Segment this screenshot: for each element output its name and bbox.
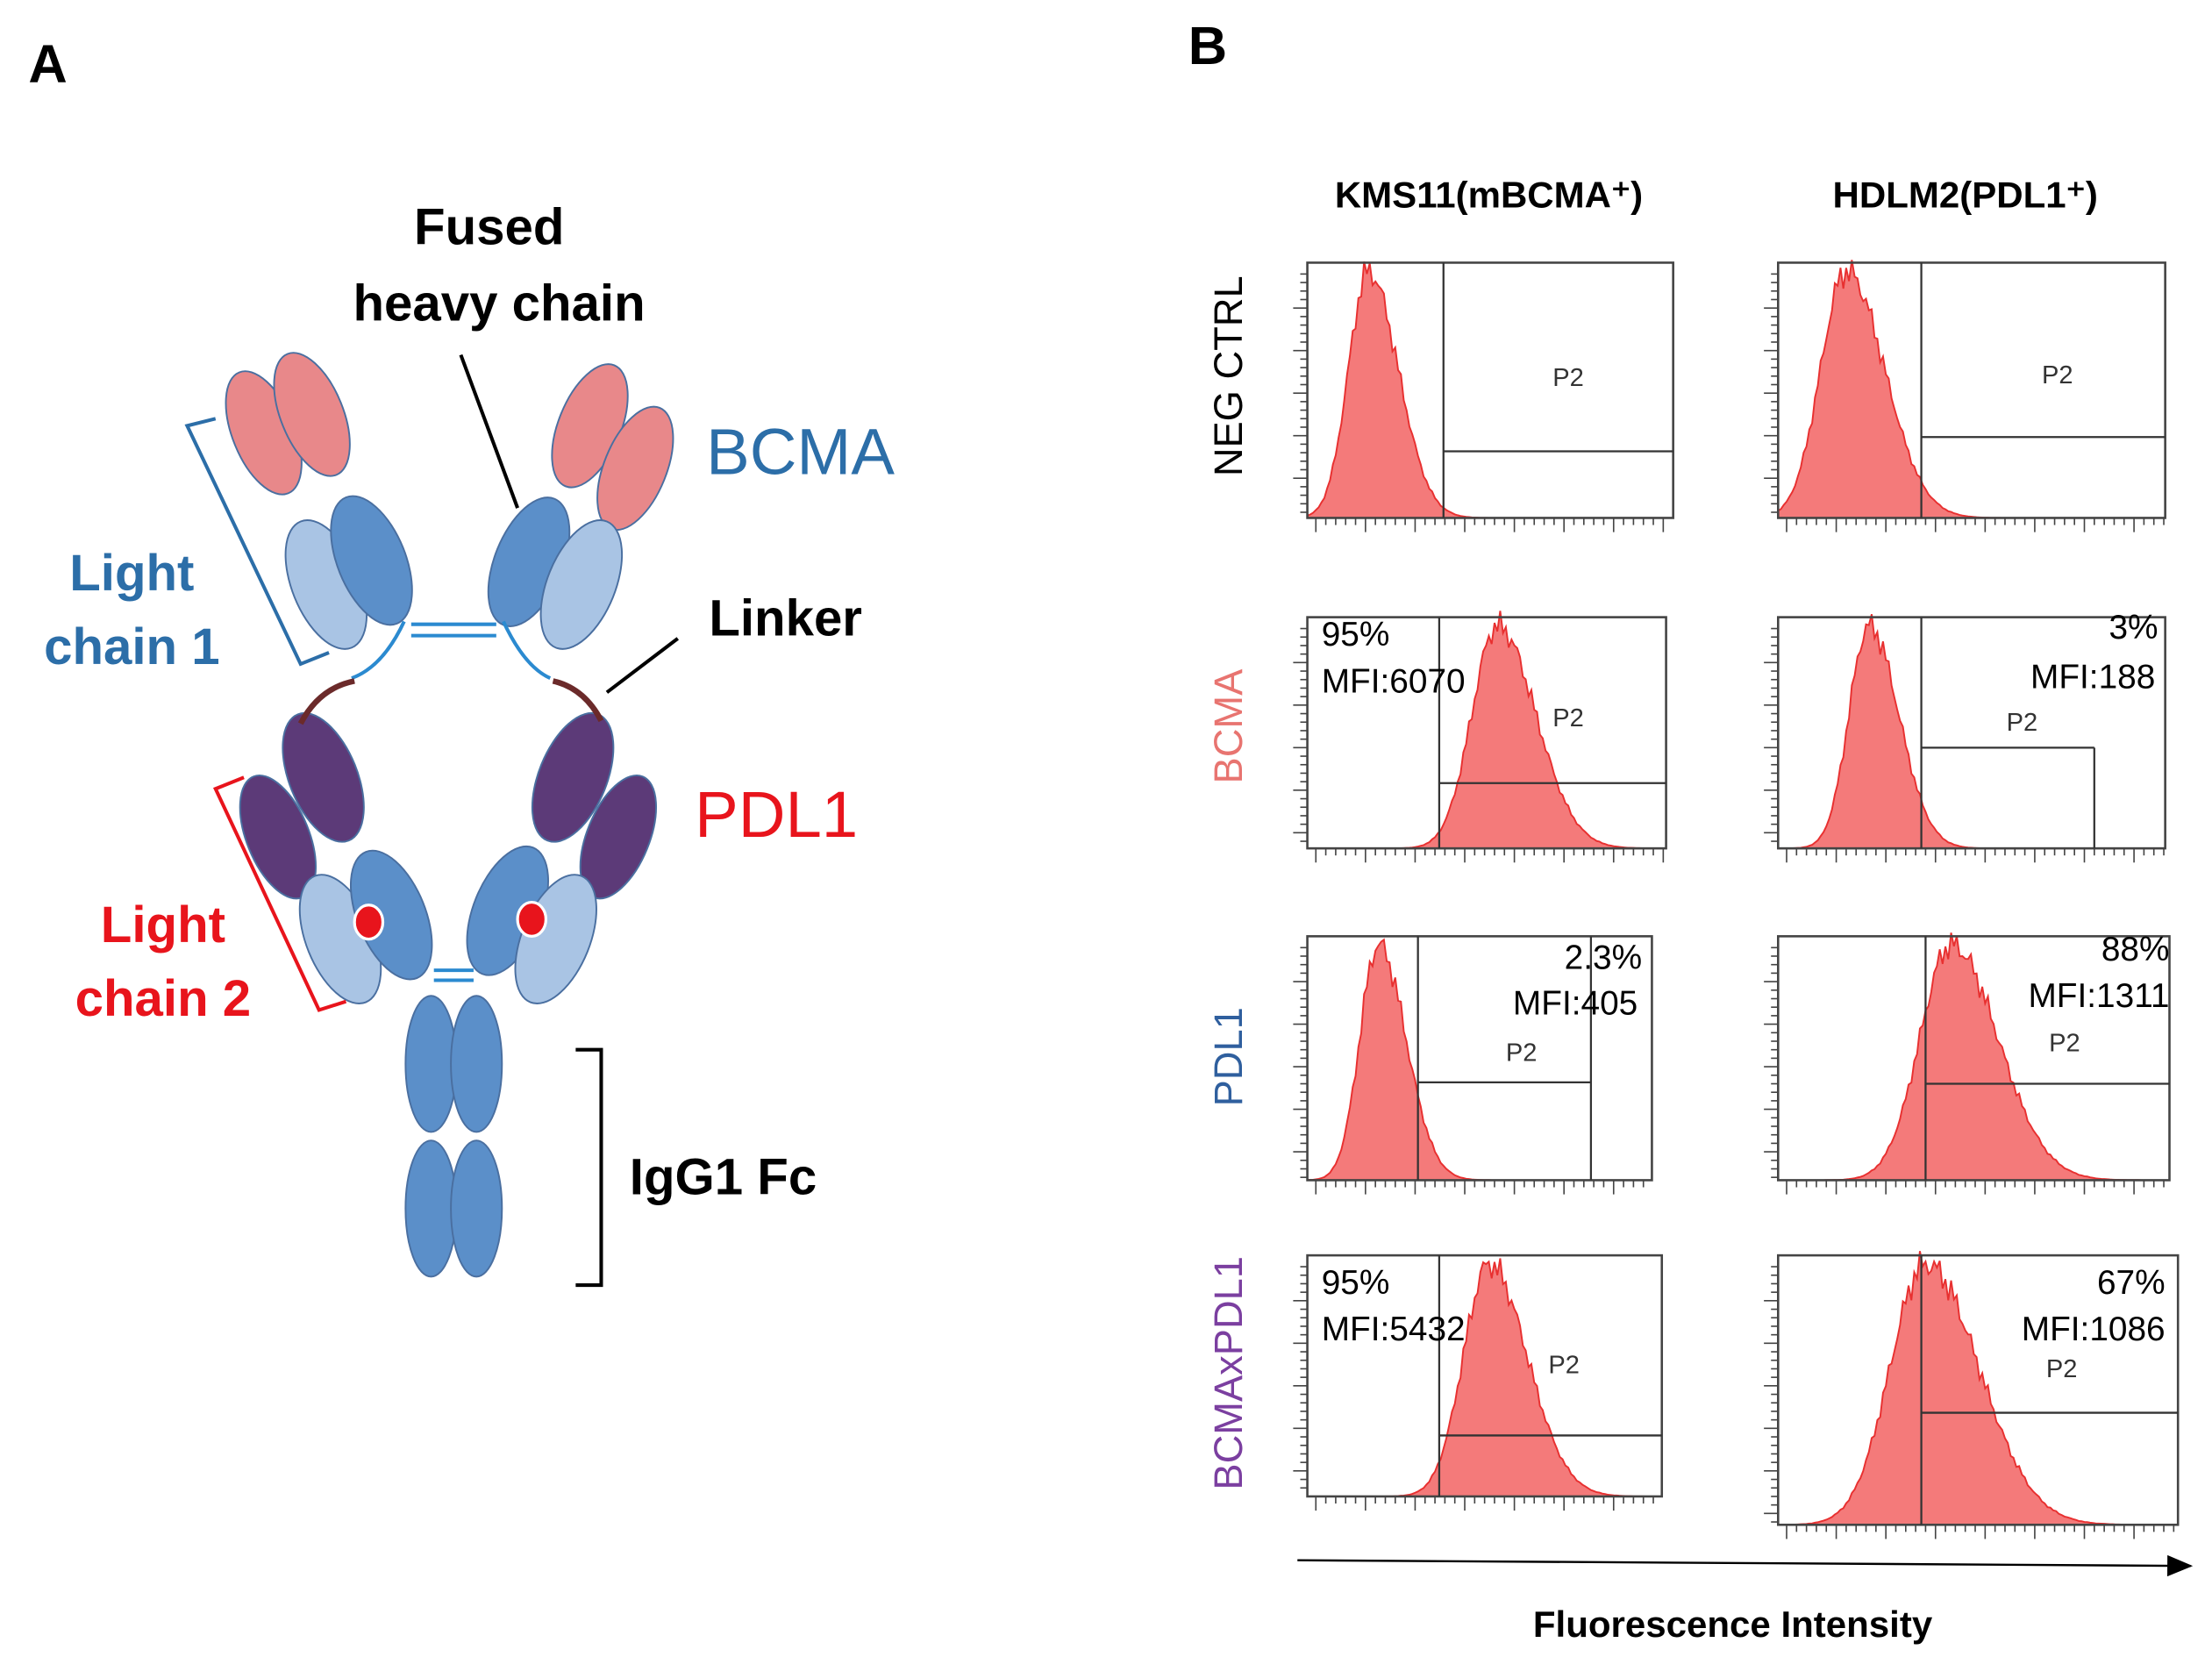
- percent-label: 3%: [2109, 609, 2158, 646]
- row-label: BCMAxPDL1: [1206, 1256, 1251, 1490]
- plot-box: [1306, 616, 1667, 850]
- plot-box: [1777, 261, 2166, 519]
- row-label: BCMA: [1206, 668, 1251, 784]
- label-text: chain 1: [44, 618, 220, 675]
- mfi-label: MFI:405: [1513, 984, 1638, 1022]
- gate-label: P2: [1506, 1039, 1538, 1068]
- flow-panel: B KMS11(mBCMA⁺) HDLM2(PDL1⁺) Fluorescenc…: [1188, 16, 2194, 1645]
- histogram: [1778, 932, 2170, 1182]
- label-text: heavy chain: [353, 275, 645, 332]
- row-label: NEG CTRL: [1206, 275, 1251, 476]
- gate-label: P2: [2007, 709, 2038, 737]
- histogram: [1777, 260, 2166, 519]
- percent-label: 67%: [2097, 1264, 2166, 1302]
- axis-label: Fluorescence Intensity: [1533, 1603, 1933, 1645]
- mfi-label: MFI:5432: [1322, 1311, 1466, 1348]
- percent-label: 95%: [1322, 616, 1390, 654]
- mfi-label: MFI:188: [2030, 658, 2155, 696]
- gate-label: P2: [1552, 364, 1584, 392]
- label-text: Fused: [414, 198, 564, 255]
- column-header: HDLM2(PDL1⁺): [1833, 174, 2098, 215]
- plot-box: [1306, 261, 1674, 519]
- label-text: IgG1 Fc: [630, 1149, 817, 1206]
- label-text: BCMA: [706, 415, 895, 488]
- label-text: chain 2: [75, 970, 252, 1027]
- gate-label: P2: [2042, 361, 2073, 389]
- label-text: Light: [101, 896, 225, 953]
- antibody-diagram: A Fused heavy chain BCMA Light chain 1 L…: [28, 34, 895, 1288]
- plot-box: [1777, 1253, 2180, 1526]
- percent-label: 95%: [1322, 1264, 1390, 1302]
- label-text: PDL1: [695, 778, 858, 851]
- gate-label: P2: [2046, 1355, 2078, 1383]
- column-header: KMS11(mBCMA⁺): [1335, 174, 1643, 215]
- label-text: Linker: [709, 590, 862, 647]
- gate-label: P2: [1552, 704, 1584, 732]
- gate-label: P2: [2049, 1029, 2080, 1057]
- mfi-label: MFI:6070: [1322, 662, 1466, 700]
- percent-label: 88%: [2101, 931, 2170, 968]
- label-text: Light: [69, 545, 194, 602]
- panel-label: A: [28, 34, 67, 95]
- plot-box: [1777, 616, 2166, 850]
- panel-label: B: [1188, 16, 1227, 76]
- percent-label: 2.3%: [1565, 939, 1642, 977]
- histogram: [1778, 613, 2166, 850]
- histogram: [1306, 261, 1673, 519]
- gate-label: P2: [1548, 1351, 1580, 1379]
- row-label: PDL1: [1206, 1007, 1251, 1106]
- mfi-label: MFI:1311: [2028, 977, 2169, 1015]
- mfi-label: MFI:1086: [2022, 1311, 2166, 1348]
